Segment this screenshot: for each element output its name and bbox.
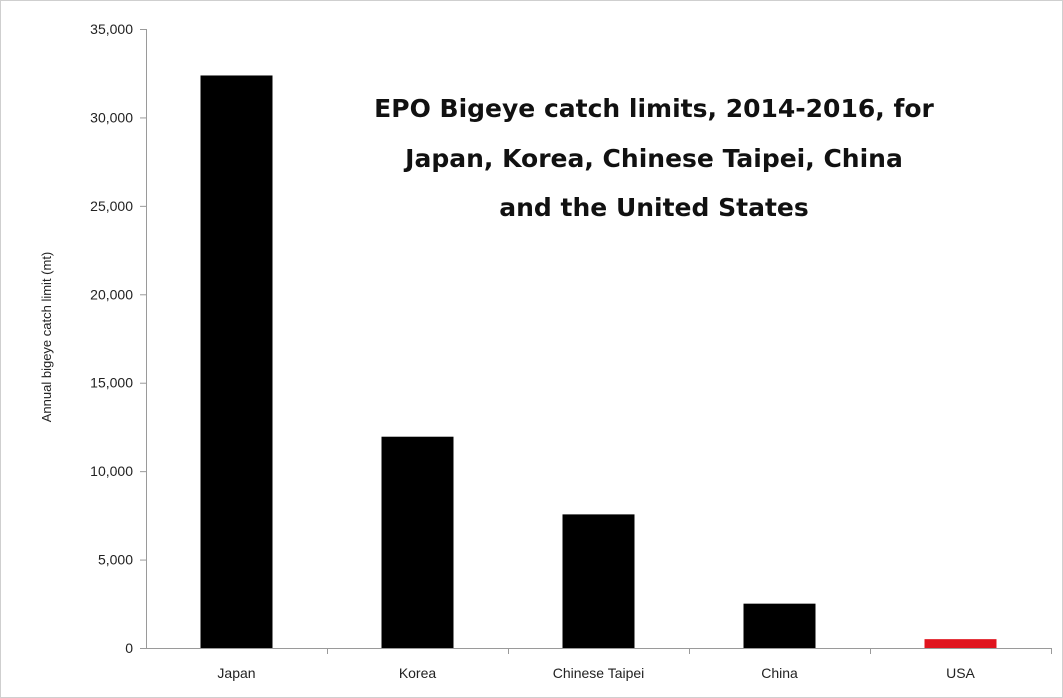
bar-chinese-taipei <box>562 514 635 648</box>
y-tick-label: 20,000 <box>90 286 133 302</box>
chart-title: EPO Bigeye catch limits, 2014-2016, for … <box>374 94 934 222</box>
y-axis: 0 5,000 10,000 15,000 20,000 25,000 30,000 35,0… <box>90 21 146 656</box>
x-tick-label: Japan <box>217 665 255 681</box>
y-axis-label: Annual bigeye catch limit (mt) <box>39 252 54 423</box>
bar-korea <box>381 436 454 648</box>
x-tick-label: Korea <box>399 665 437 681</box>
y-tick-label: 10,000 <box>90 463 133 479</box>
y-tick-label: 5,000 <box>98 552 133 568</box>
bar-china <box>743 603 816 648</box>
bar-usa <box>924 639 997 648</box>
x-tick-label: Chinese Taipei <box>553 665 645 681</box>
x-tick-label: USA <box>946 665 975 681</box>
bars <box>200 75 997 649</box>
y-tick-label: 35,000 <box>90 21 133 37</box>
y-tick-label: 15,000 <box>90 375 133 391</box>
bar-japan <box>200 75 273 649</box>
y-tick-label: 25,000 <box>90 198 133 214</box>
y-tick-label: 0 <box>125 640 133 656</box>
x-tick-label: China <box>761 665 798 681</box>
x-axis: Japan Korea Chinese Taipei China USA <box>217 648 1052 681</box>
y-tick-label: 30,000 <box>90 109 133 125</box>
title-line-1: EPO Bigeye catch limits, 2014-2016, for <box>374 94 934 123</box>
title-line-3: and the United States <box>499 193 808 222</box>
title-line-2: Japan, Korea, Chinese Taipei, China <box>403 144 903 173</box>
